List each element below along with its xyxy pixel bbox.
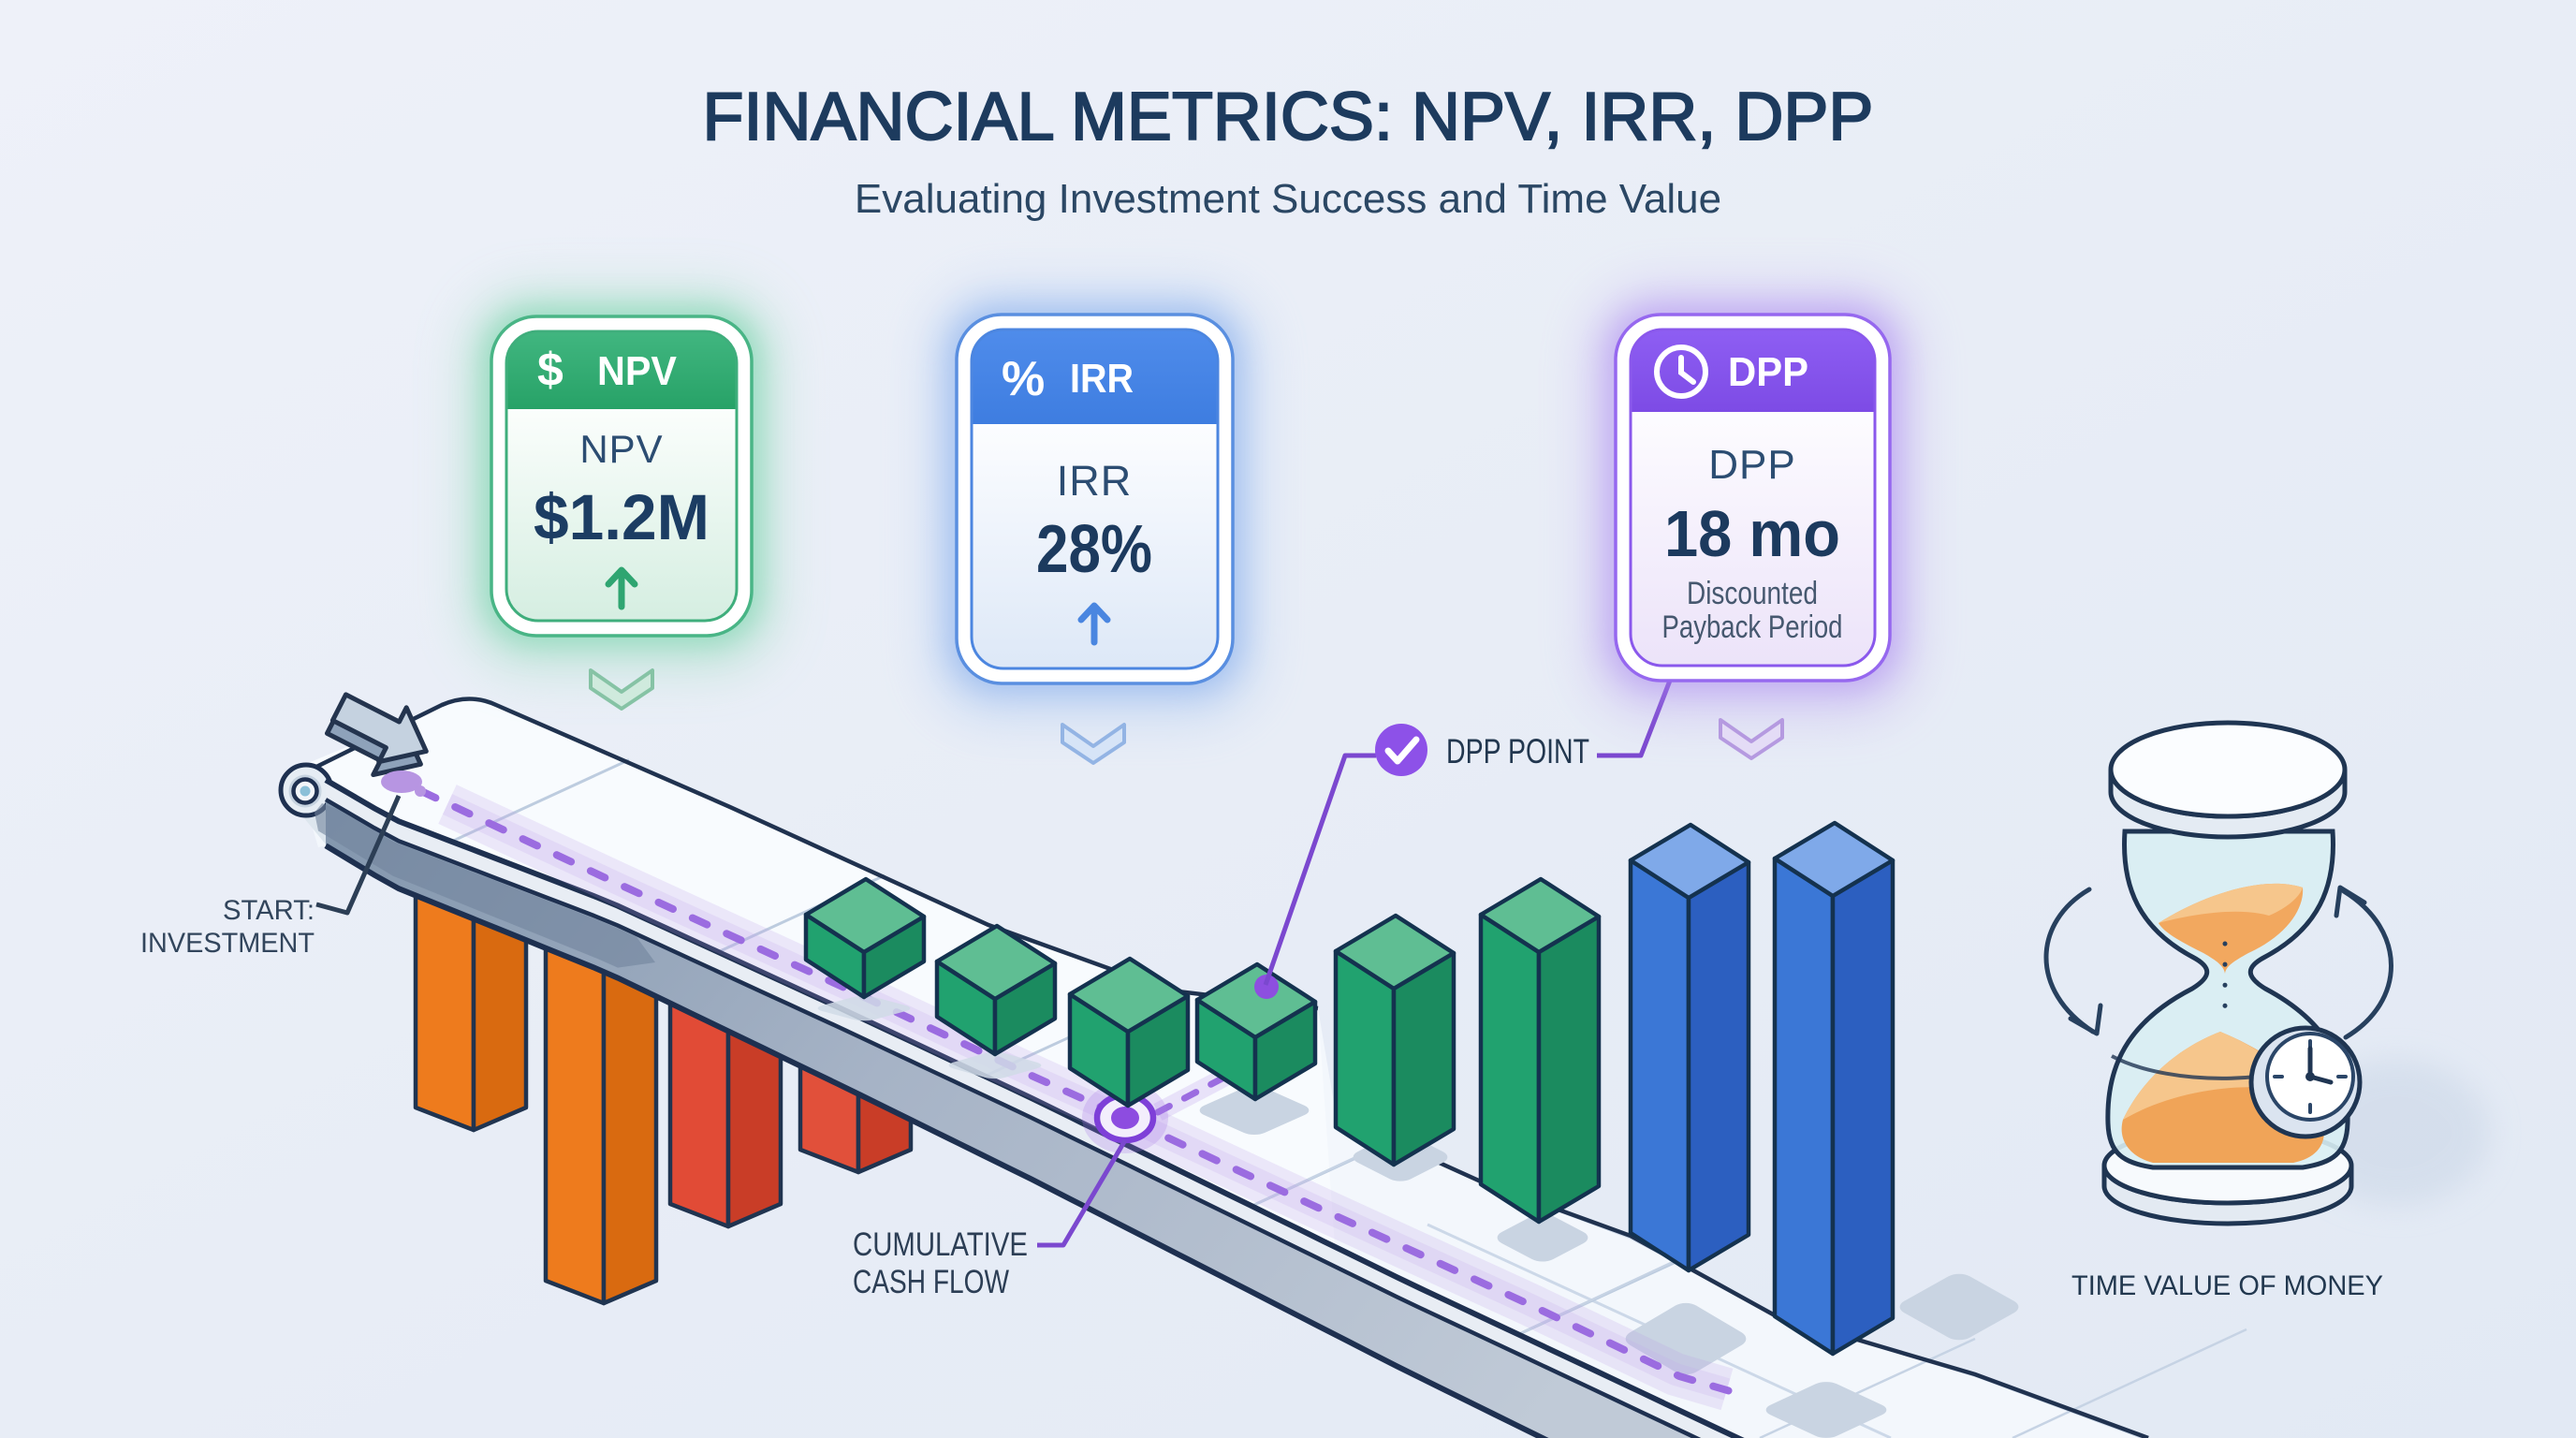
svg-text:START:: START:: [223, 895, 315, 926]
svg-text:CUMULATIVE: CUMULATIVE: [853, 1226, 1028, 1263]
svg-text:CASH FLOW: CASH FLOW: [853, 1264, 1009, 1300]
svg-text:DPP POINT: DPP POINT: [1446, 732, 1589, 770]
svg-text:%: %: [1002, 352, 1045, 406]
svg-text:28%: 28%: [1036, 512, 1152, 587]
svg-text:FINANCIAL METRICS: NPV, IRR, D: FINANCIAL METRICS: NPV, IRR, DPP: [703, 80, 1874, 154]
svg-text:18 mo: 18 mo: [1664, 497, 1840, 570]
svg-text:DPP: DPP: [1728, 349, 1808, 395]
svg-text:Payback Period: Payback Period: [1662, 609, 1843, 645]
svg-text:$1.2M: $1.2M: [534, 481, 710, 553]
svg-text:INVESTMENT: INVESTMENT: [140, 928, 315, 959]
svg-text:Evaluating Investment Success: Evaluating Investment Success and Time V…: [855, 176, 1721, 222]
svg-text:Discounted: Discounted: [1687, 576, 1818, 611]
svg-text:TIME VALUE OF MONEY: TIME VALUE OF MONEY: [2071, 1270, 2383, 1301]
svg-text:$: $: [537, 344, 564, 396]
svg-text:IRR: IRR: [1057, 457, 1133, 505]
svg-text:IRR: IRR: [1070, 356, 1134, 402]
svg-text:NPV: NPV: [597, 348, 678, 394]
svg-text:DPP: DPP: [1708, 442, 1795, 488]
svg-text:NPV: NPV: [579, 427, 663, 471]
